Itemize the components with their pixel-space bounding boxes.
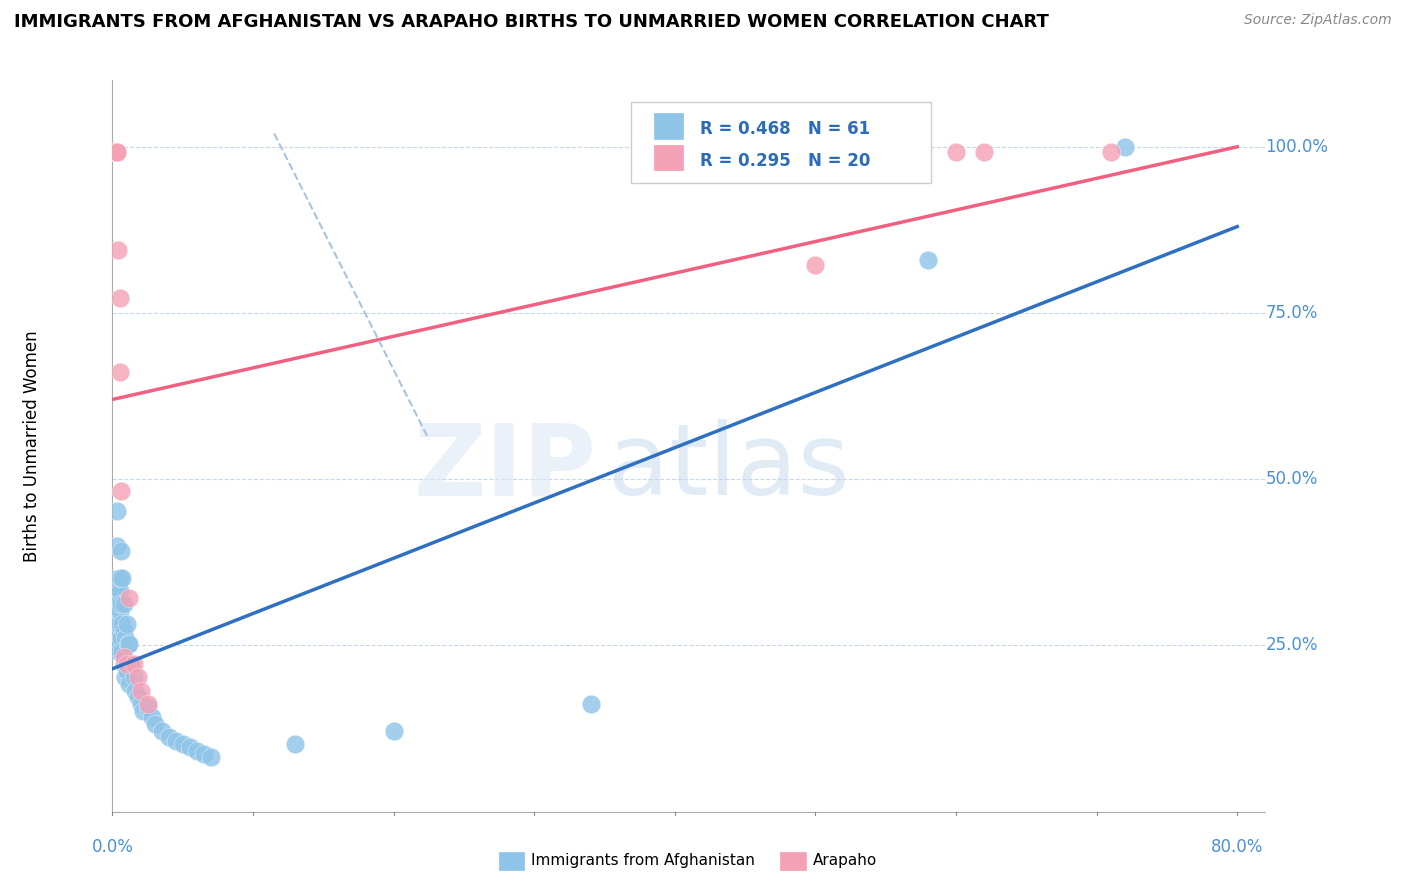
Point [105,539,128,553]
Text: 75.0%: 75.0% [1265,304,1317,322]
Point [110,544,132,558]
Point [111,644,134,658]
Point [129,697,152,711]
Point [1114,140,1136,154]
Point [104,585,127,599]
Point [186,743,208,757]
Point [179,740,201,755]
Text: 0.0%: 0.0% [91,838,134,856]
Text: 100.0%: 100.0% [1265,137,1329,156]
Point [129,683,152,698]
Point [382,723,405,738]
Point [136,700,159,714]
Point [105,597,128,611]
Point [157,731,180,745]
Point [200,750,222,764]
Point [110,597,132,611]
Point [111,617,134,632]
Point [804,258,827,272]
Point [120,657,142,672]
Point [143,717,166,731]
Text: 80.0%: 80.0% [1211,838,1264,856]
Text: Source: ZipAtlas.com: Source: ZipAtlas.com [1244,13,1392,28]
Point [112,624,135,638]
Point [108,365,131,379]
Point [284,737,307,751]
Point [108,571,131,585]
Point [104,624,127,638]
Point [124,683,146,698]
Point [105,633,128,648]
Point [118,637,141,651]
Point [105,504,128,518]
Point [132,704,155,718]
Point [108,584,131,599]
Point [105,625,128,640]
Point [108,617,131,632]
Text: atlas: atlas [609,419,849,516]
Point [104,632,127,646]
Text: 25.0%: 25.0% [1265,637,1317,655]
Point [1099,145,1122,160]
Point [108,604,131,618]
Point [141,710,163,724]
Point [107,577,129,591]
Point [193,747,215,761]
Point [103,608,125,623]
Point [110,631,132,645]
Text: 50.0%: 50.0% [1265,470,1317,488]
Point [114,631,136,645]
Text: Arapaho: Arapaho [813,854,877,868]
Point [112,657,135,672]
Point [112,597,135,611]
Point [917,252,939,267]
Point [115,617,138,632]
Point [104,572,127,586]
Point [107,597,129,611]
Text: R = 0.468   N = 61: R = 0.468 N = 61 [700,120,870,138]
Point [117,637,139,651]
Point [172,737,194,751]
Point [107,639,129,653]
Bar [654,113,683,139]
Point [115,657,138,672]
Point [103,595,125,609]
Point [973,145,995,160]
Point [945,145,967,160]
FancyBboxPatch shape [631,103,931,183]
Point [118,591,141,605]
Point [579,697,602,711]
Point [150,723,173,738]
Text: Immigrants from Afghanistan: Immigrants from Afghanistan [531,854,755,868]
Point [165,733,187,747]
Point [122,657,145,672]
Point [104,145,127,160]
Point [112,650,135,665]
Point [127,690,149,705]
Point [104,145,127,160]
Text: IMMIGRANTS FROM AFGHANISTAN VS ARAPAHO BIRTHS TO UNMARRIED WOMEN CORRELATION CHA: IMMIGRANTS FROM AFGHANISTAN VS ARAPAHO B… [14,13,1049,31]
Point [105,644,128,658]
Text: R = 0.295   N = 20: R = 0.295 N = 20 [700,152,870,169]
Point [108,644,131,658]
Point [127,670,149,684]
Point [104,145,127,160]
Point [136,697,159,711]
Point [105,145,128,160]
Bar [654,145,683,170]
Point [118,677,141,691]
Point [101,591,124,606]
Point [114,670,136,684]
Point [105,145,128,160]
Point [108,292,131,306]
Point [111,571,134,585]
Point [115,664,138,678]
Point [107,617,129,632]
Point [110,484,132,499]
Point [122,670,145,684]
Point [107,243,129,257]
Text: ZIP: ZIP [413,419,596,516]
Point [103,618,125,632]
Text: Births to Unmarried Women: Births to Unmarried Women [22,330,41,562]
